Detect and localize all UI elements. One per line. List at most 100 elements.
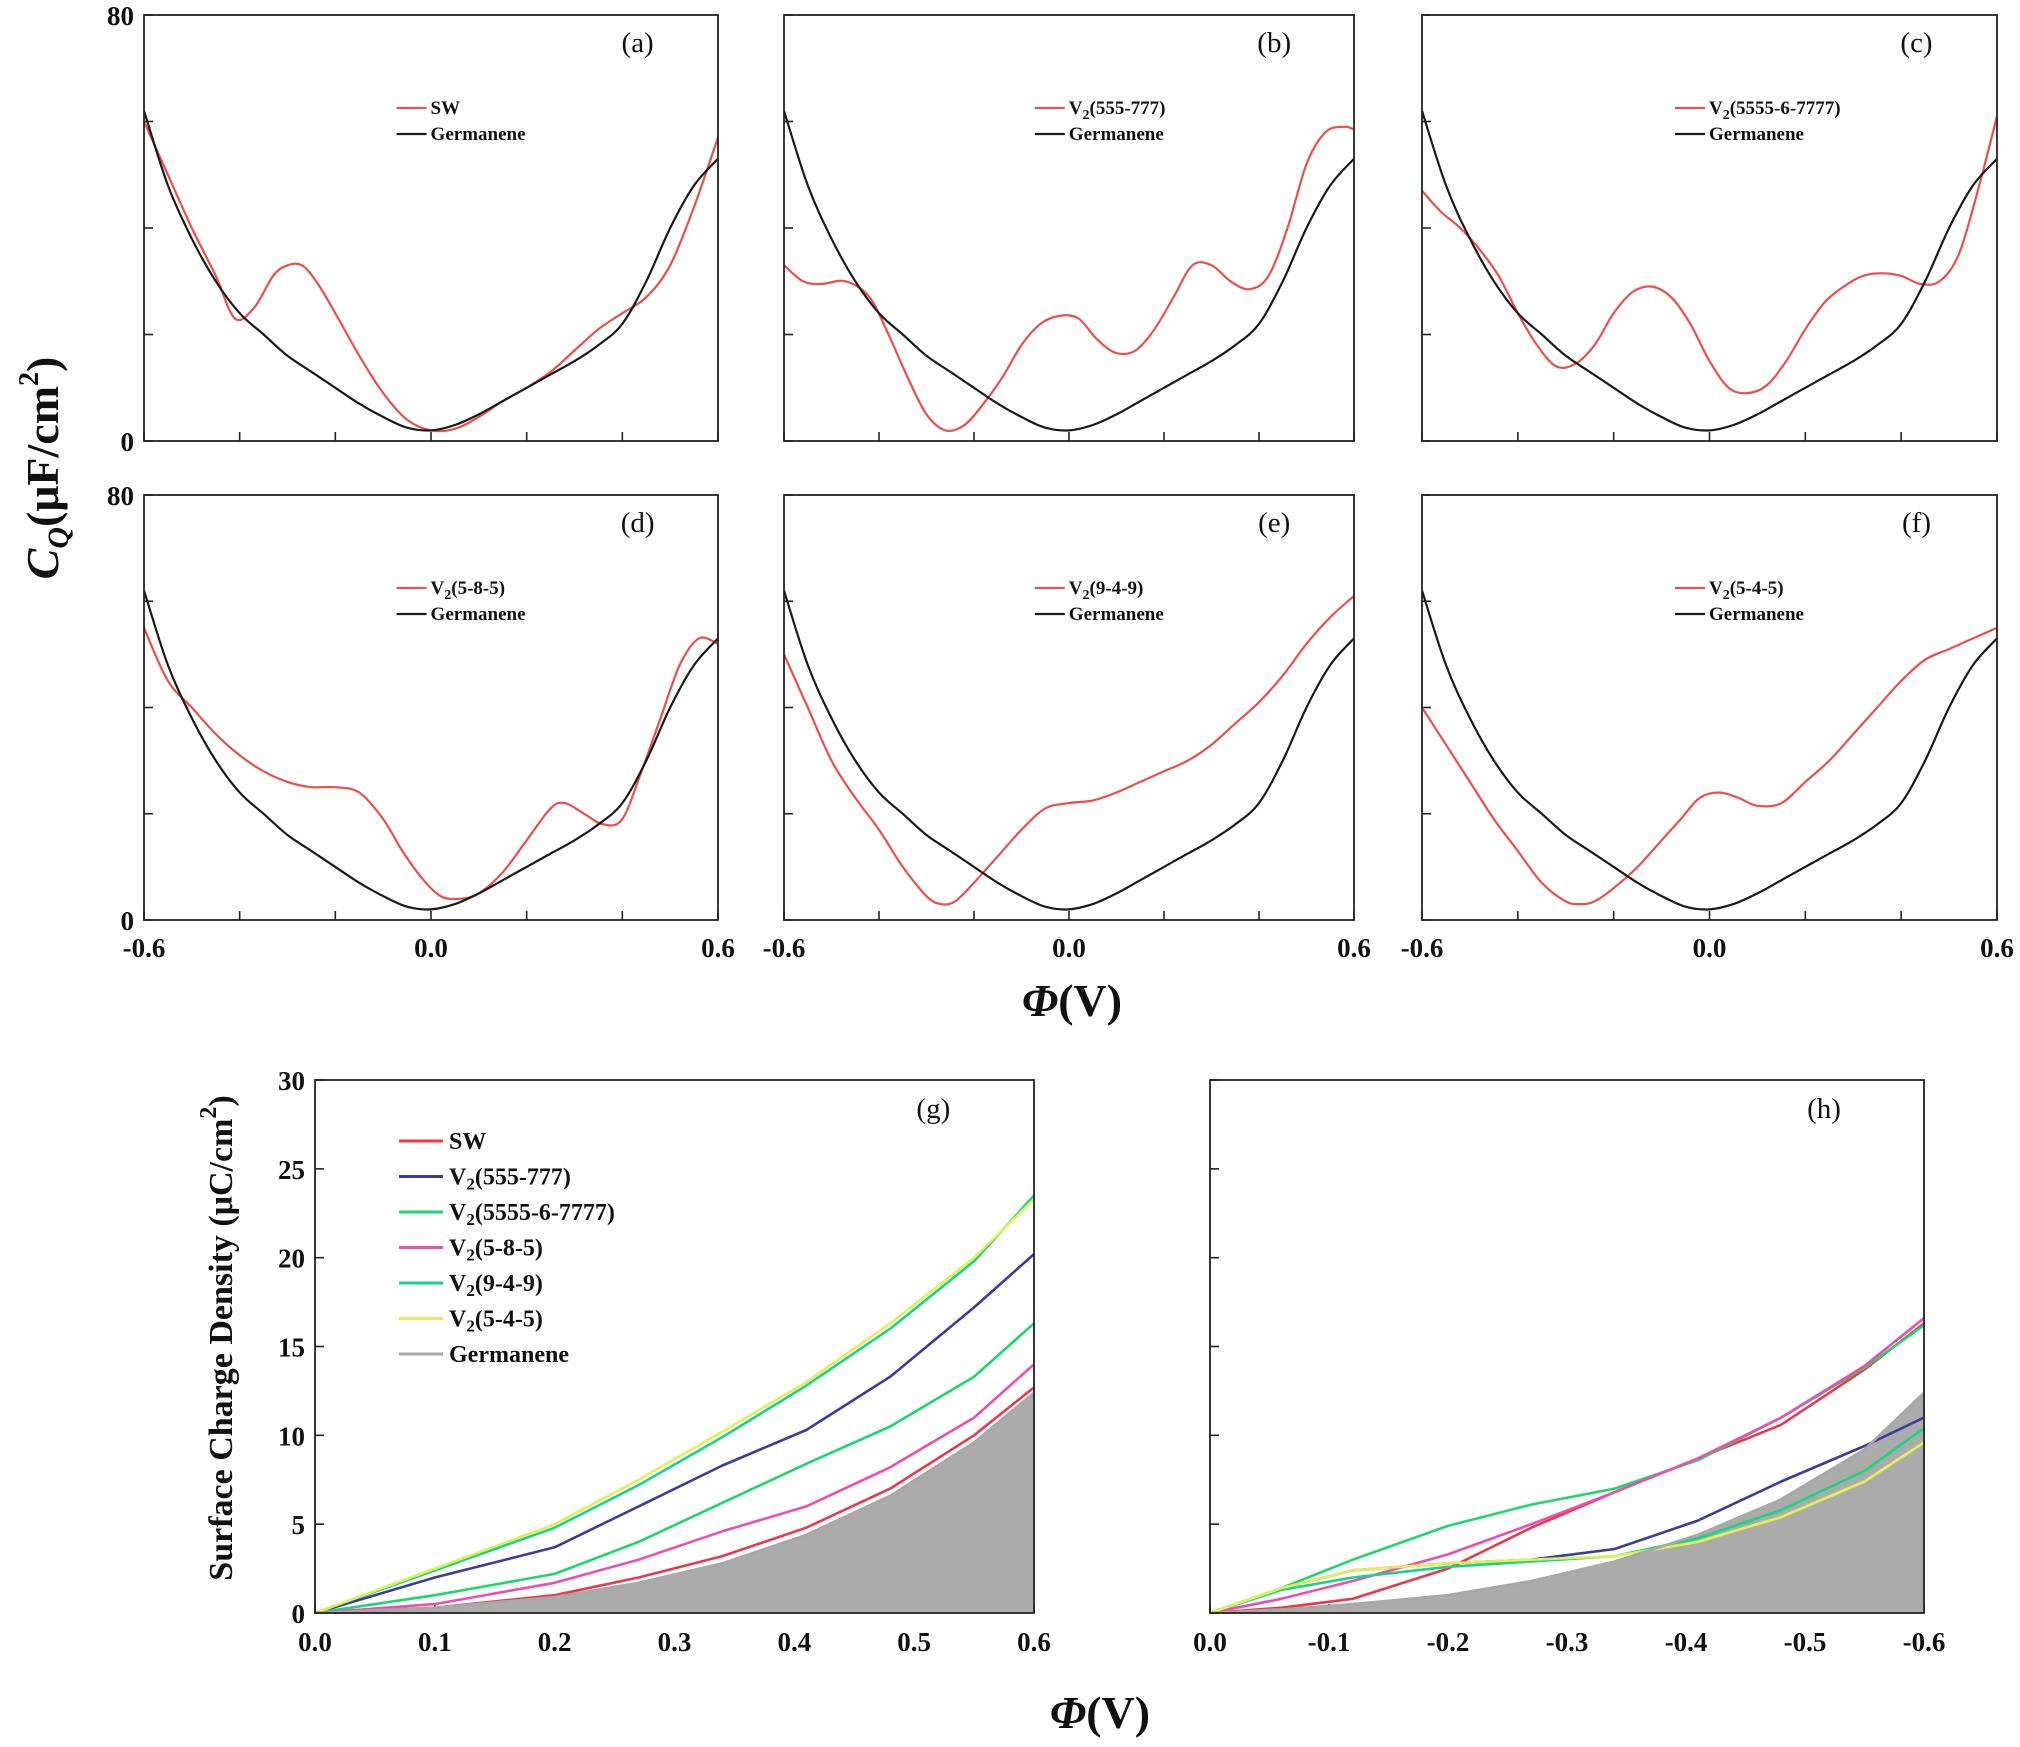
panels: (a)080SWGermanene(b)V2(555-777)Germanene… [107,1,2014,1657]
legend-label: V2(9-4-9) [449,1271,543,1300]
x-tick-label: 0.0 [1193,1627,1227,1657]
x-tick-label: -0.6 [1903,1627,1946,1657]
plot-frame [1421,494,1998,921]
legend-label: V2(555-777) [1069,98,1166,123]
legend-label: Germanene [1069,124,1164,145]
series-line-v2-5-8-5- [315,1363,1034,1613]
x-tick-label: 0.0 [1693,933,1727,963]
legend-label: Germanene [1709,604,1804,625]
germanene-area [1210,1392,1924,1613]
x-tick-label: -0.5 [1784,1627,1827,1657]
series-line-v2-5-8-5- [144,627,718,901]
x-tick-label: 0.6 [1980,933,2014,963]
x-tick-label: 0.0 [1052,933,1086,963]
y-tick-label: 80 [107,1,134,31]
germanene-area [315,1392,1034,1613]
x-tick-label: -0.2 [1427,1627,1470,1657]
plot-area [315,1194,1034,1613]
series-line-v2-5-4-5- [315,1198,1034,1613]
legend-label: Germanene [449,1342,569,1368]
y-tick-label: 10 [278,1421,305,1451]
plot-area [1422,590,1997,911]
series-line-germanene [144,590,718,911]
legend-label: V2(5555-6-7777) [449,1200,615,1229]
panel-a: (a) 0 80 SW Germanene [107,1,719,457]
top-y-axis-label: CQ(μF/cm2) [14,357,75,580]
legend-label: Germanene [1709,124,1804,145]
bottom-x-axis-label: Φ(V) [1050,1687,1150,1738]
x-tick-label: 0.1 [418,1627,452,1657]
series-line-v2-555-777- [784,125,1354,433]
x-tick-label: 0.4 [777,1627,811,1657]
y-tick-label: 0 [121,906,135,936]
panel-b: (b) V2(555-777)Germanene [783,14,1355,442]
plot-frame [143,14,719,442]
x-tick-label: 0.0 [414,933,448,963]
y-tick-label: 30 [278,1066,305,1096]
x-tick-label: 0.6 [1337,933,1371,963]
panel-h: (h) 0.0 -0.1 -0.2 -0.3 -0.4 -0.5 -0.6 [1193,1079,1946,1657]
panel-f: (f) -0.6 0.0 0.6 V2(5-4-5)Germanene [1401,494,2014,963]
panel-label: (b) [1257,27,1291,59]
y-tick-label: 5 [292,1510,306,1540]
plot-area [784,110,1354,433]
x-tick-label: -0.1 [1308,1627,1351,1657]
y-tick-label: 80 [107,481,134,511]
panel-g: (g) 0.0 0.1 0.2 0.3 0.4 0.5 0.6 0 5 10 15 20 25 30 SW V2… [278,1066,1051,1657]
series-line-v2-5555-6-7777- [315,1322,1034,1613]
plot-frame [143,494,719,921]
series-line-germanene [784,110,1354,432]
y-tick-label: 0 [292,1599,306,1629]
x-tick-label: 0.0 [298,1627,332,1657]
series-line-germanene [1422,110,1997,432]
plot-area [784,590,1354,911]
x-tick-label: -0.6 [1401,933,1444,963]
plot-frame [1421,14,1998,442]
plot-frame [314,1079,1035,1614]
x-tick-label: -0.6 [763,933,806,963]
legend-label: V2(5-4-5) [449,1307,543,1336]
legend-label: V2(5-8-5) [449,1236,543,1265]
plot-area [144,590,718,911]
panel-d: (d) -0.6 0.0 0.6 0 80 V2(5-8-5)Germanene [107,481,735,963]
legend-label: V2(9-4-9) [1069,578,1144,603]
series-line-germanene [1422,590,1997,911]
panel-label: (f) [1902,507,1931,539]
plot-frame [1209,1079,1925,1614]
x-tick-label: -0.3 [1546,1627,1589,1657]
series-line-germanene [144,110,718,432]
x-tick-label: -0.6 [123,933,166,963]
series-line-germanene [1210,1391,1924,1613]
plot-area [144,110,718,433]
x-tick-label: 0.6 [1017,1627,1051,1657]
panel-label: (c) [1900,27,1932,59]
panel-e: (e) -0.6 0.0 0.6 V2(9-4-9)Germanene [763,494,1371,963]
y-tick-label: 15 [278,1333,305,1363]
series-line-v2-5-4-5- [1422,626,1997,906]
x-tick-label: 0.3 [658,1627,692,1657]
x-tick-label: 0.2 [538,1627,572,1657]
panel-label: (d) [621,507,655,539]
legend-label: SW [431,98,461,119]
series-line-v2-555-777- [315,1253,1034,1613]
panel-label: (e) [1258,507,1290,539]
y-tick-label: 25 [278,1155,305,1185]
panel-label: (a) [622,27,654,59]
plot-area [1210,1317,1924,1613]
legend-label: V2(5555-6-7777) [1709,98,1841,123]
x-tick-label: -0.4 [1665,1627,1708,1657]
plot-frame [783,14,1355,442]
series-line-v2-5-4-5- [1210,1441,1924,1613]
series-line-sw [1210,1322,1924,1613]
plot-frame [783,494,1355,921]
legend-label: Germanene [1069,604,1164,625]
legend-label: SW [449,1129,486,1155]
series-line-v2-5555-6-7777- [1422,115,1997,395]
panel-label: (h) [1807,1093,1841,1125]
top-x-axis-label: Φ(V) [1022,975,1122,1026]
plot-area [1422,110,1997,432]
series-line-germanene [784,590,1354,911]
legend-label: V2(5-8-5) [431,578,506,603]
series-line-v2-5-8-5- [1210,1317,1924,1613]
